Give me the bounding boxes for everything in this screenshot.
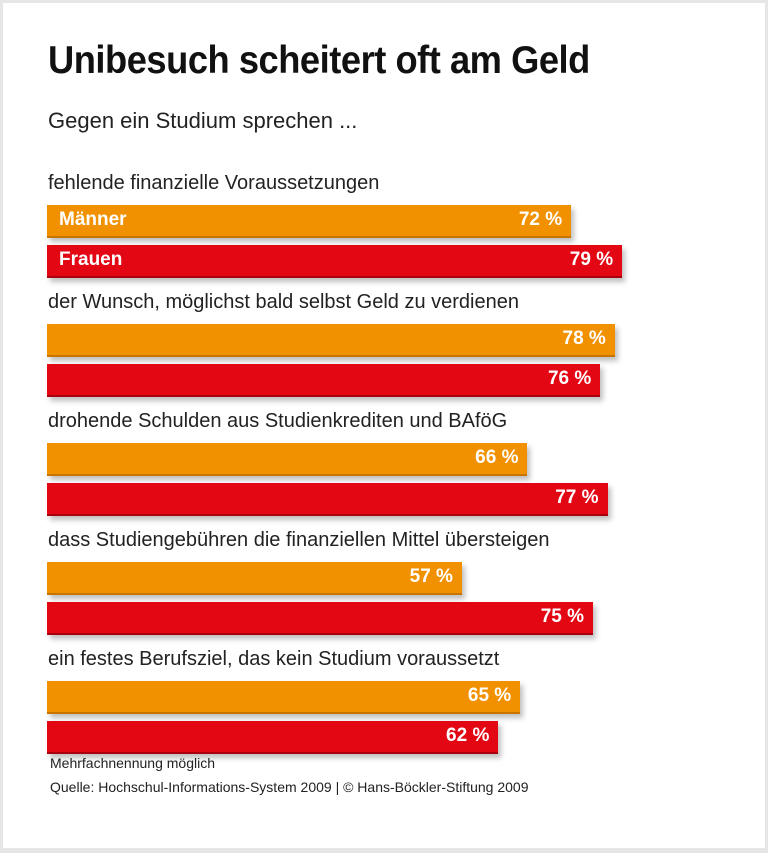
category-label: fehlende finanzielle Voraussetzungen [48,172,380,194]
footnote: Mehrfachnennung möglich [50,755,215,771]
data-label: 79 % [569,249,614,270]
bar-frauen: Frauen 79 % [47,245,623,278]
bar-frauen: 75 % [47,602,593,635]
series-label: Männer [59,209,127,230]
bar-maenner: 66 % [47,443,528,476]
chart-frame: Unibesuch scheitert oft am Geld Gegen ei… [3,3,765,848]
data-label: 75 % [540,606,584,627]
data-label: 76 % [547,368,592,389]
category-label: drohende Schulden aus Studienkrediten un… [48,410,508,432]
chart-title: Unibesuch scheitert oft am Geld [48,39,590,82]
bar-maenner: 57 % [47,562,462,595]
category-label: ein festes Berufsziel, das kein Studium … [48,648,500,670]
data-label: 65 % [467,685,512,706]
data-label: 78 % [562,328,606,349]
bar-frauen: 76 % [47,364,601,397]
data-label: 66 % [475,447,519,468]
source-note: Quelle: Hochschul-Informations-System 20… [50,779,529,795]
data-label: 57 % [409,566,453,587]
bar-maenner: 78 % [47,324,615,357]
series-label: Frauen [59,249,123,270]
bar-maenner: Männer 72 % [47,205,572,238]
data-label: 72 % [518,209,563,230]
bar-maenner: 65 % [47,681,521,714]
category-label: dass Studiengebühren die finanziellen Mi… [48,529,550,551]
bar-frauen: 62 % [47,721,499,754]
data-label: 62 % [446,725,490,746]
bar-frauen: 77 % [47,483,608,516]
category-label: der Wunsch, möglichst bald selbst Geld z… [48,291,519,313]
chart-subtitle: Gegen ein Studium sprechen ... [48,108,358,133]
data-label: 77 % [555,487,599,508]
